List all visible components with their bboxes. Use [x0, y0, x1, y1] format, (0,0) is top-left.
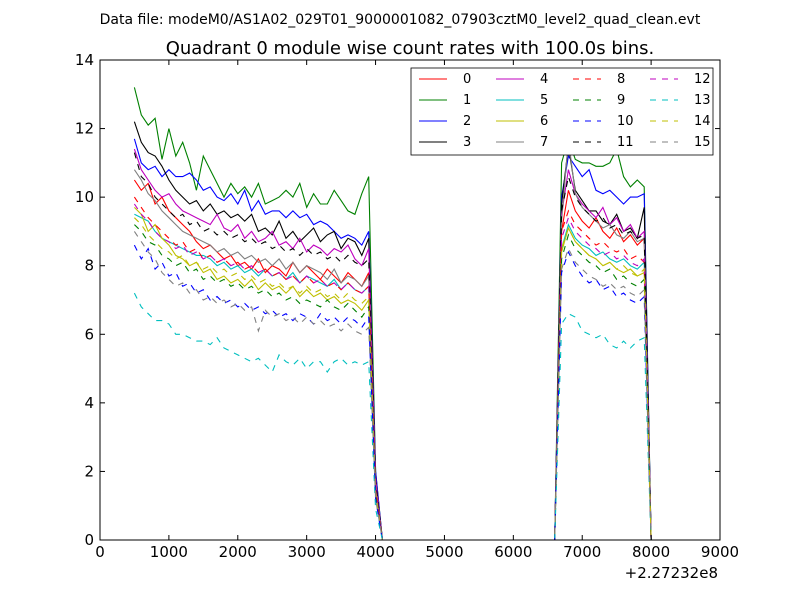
- legend-label-8: 8: [617, 72, 625, 87]
- legend-label-3: 3: [463, 135, 471, 150]
- y-tick-label-6: 12: [75, 120, 94, 138]
- y-tick-label-0: 0: [84, 531, 94, 549]
- y-tick-label-4: 8: [84, 257, 94, 275]
- legend-label-6: 6: [540, 114, 548, 129]
- ticks-layer: 0 1000 2000 3000 4000 5000 6000 7000 8000 9000 0 2 4…: [75, 51, 739, 561]
- x-tick-label-6: 6000: [494, 543, 532, 561]
- series-line-10: [133, 244, 652, 541]
- x-tick-label-4: 4000: [356, 543, 394, 561]
- x-offset-label: +2.27232e8: [625, 564, 718, 582]
- legend-label-14: 14: [694, 114, 711, 129]
- y-tick-label-7: 14: [75, 51, 94, 69]
- legend-label-13: 13: [694, 93, 711, 108]
- y-tick-label-1: 2: [84, 462, 94, 480]
- x-tick-label-9: 9000: [701, 543, 739, 561]
- legend-label-5: 5: [540, 93, 548, 108]
- y-tick-label-2: 4: [84, 394, 94, 412]
- figure-suptitle: Data file: modeM0/AS1A02_029T01_90000010…: [100, 12, 701, 28]
- chart-title: Quadrant 0 module wise count rates with …: [166, 38, 655, 59]
- x-tick-label-0: 0: [95, 543, 105, 561]
- x-tick-label-8: 8000: [632, 543, 670, 561]
- legend-label-15: 15: [694, 135, 711, 150]
- legend-label-0: 0: [463, 72, 471, 87]
- x-tick-label-5: 5000: [425, 543, 463, 561]
- legend-label-1: 1: [463, 93, 471, 108]
- x-tick-label-2: 2000: [219, 543, 257, 561]
- plot-border: [99, 59, 721, 541]
- legend-label-9: 9: [617, 93, 625, 108]
- legend-label-12: 12: [694, 72, 711, 87]
- x-tick-label-7: 7000: [563, 543, 601, 561]
- y-tick-label-3: 6: [84, 325, 94, 343]
- legend-label-11: 11: [617, 135, 634, 150]
- legend-label-4: 4: [540, 72, 548, 87]
- legend-label-10: 10: [617, 114, 634, 129]
- x-tick-label-1: 1000: [150, 543, 188, 561]
- y-tick-label-5: 10: [75, 188, 94, 206]
- legend-label-2: 2: [463, 114, 471, 129]
- legend-box: [410, 67, 714, 156]
- legend-label-7: 7: [540, 135, 548, 150]
- x-tick-label-3: 3000: [288, 543, 326, 561]
